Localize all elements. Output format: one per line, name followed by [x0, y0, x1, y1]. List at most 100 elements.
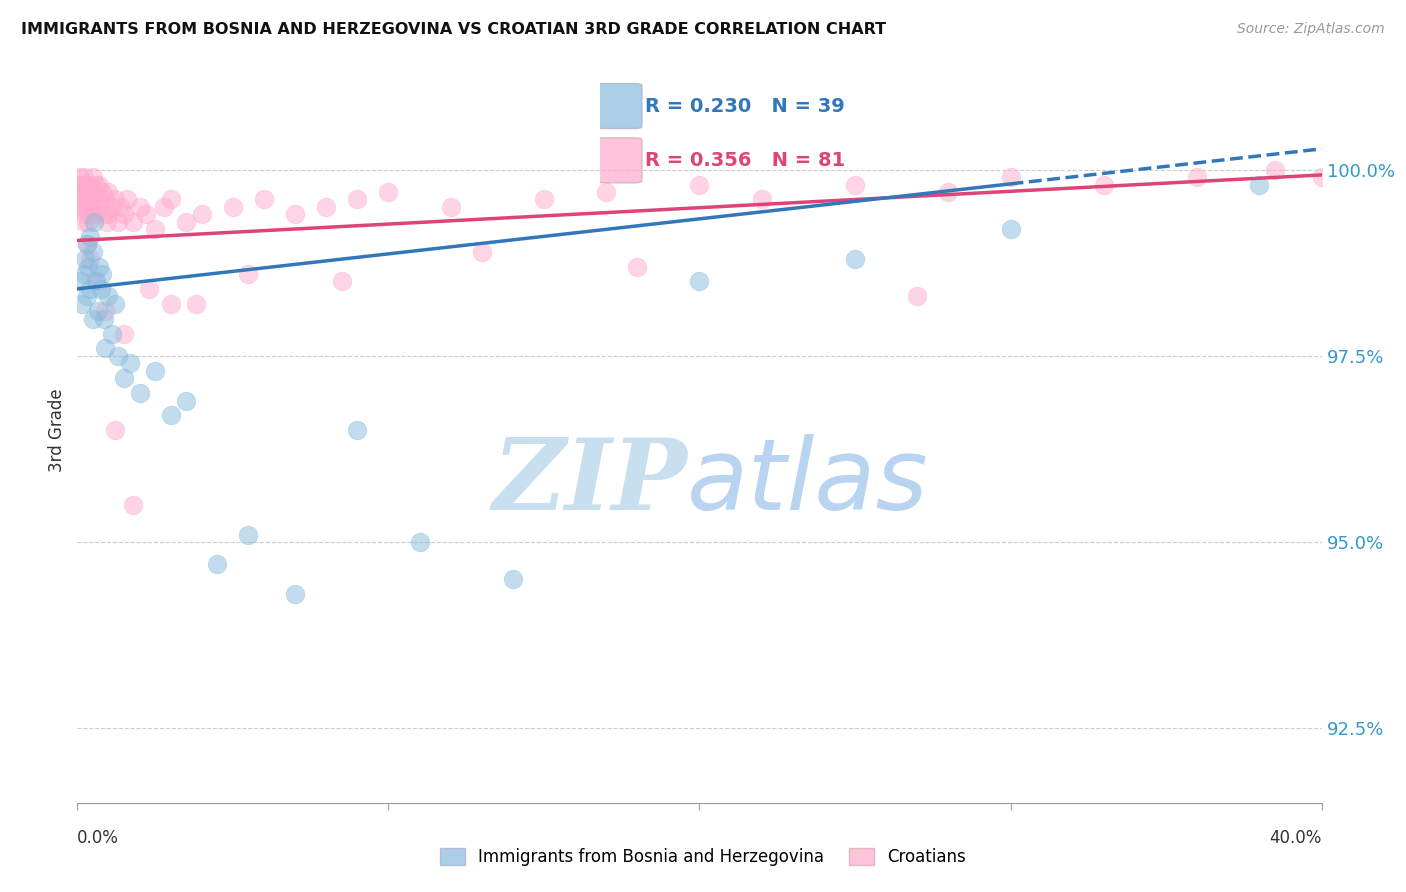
Point [93, 311, 115, 326]
Point [112, 207, 135, 221]
Point [1249, 178, 1271, 192]
Point [69, 193, 91, 207]
Point [67, 178, 90, 192]
Point [1000, 222, 1022, 236]
Point [70, 200, 93, 214]
Point [93, 207, 115, 221]
Point [253, 193, 276, 207]
Point [72, 193, 94, 207]
Point [100, 326, 122, 341]
Point [1310, 170, 1333, 185]
Point [79, 282, 101, 296]
Point [76, 178, 98, 192]
Point [82, 244, 104, 259]
Point [207, 558, 229, 572]
Point [938, 185, 960, 199]
Point [70, 178, 93, 192]
Point [67, 178, 90, 192]
Point [91, 185, 114, 199]
Point [77, 215, 100, 229]
Point [1187, 170, 1209, 185]
Point [69, 170, 91, 185]
Point [96, 215, 118, 229]
Point [75, 207, 97, 221]
Point [128, 386, 150, 401]
Point [77, 185, 100, 199]
Point [75, 185, 97, 199]
Point [83, 185, 105, 199]
Point [82, 170, 104, 185]
Point [533, 193, 555, 207]
Point [238, 267, 260, 281]
Point [112, 326, 135, 341]
Point [315, 200, 337, 214]
FancyBboxPatch shape [596, 137, 643, 183]
Point [284, 587, 307, 601]
Point [86, 193, 108, 207]
Point [80, 193, 103, 207]
Point [107, 215, 129, 229]
Point [1264, 162, 1286, 177]
Point [330, 275, 353, 289]
Point [72, 267, 94, 281]
FancyBboxPatch shape [596, 84, 643, 128]
Point [1000, 170, 1022, 185]
Point [844, 178, 866, 192]
Text: 0.0%: 0.0% [77, 829, 120, 847]
Point [1092, 178, 1115, 192]
Point [70, 200, 93, 214]
Point [75, 252, 97, 266]
Point [689, 178, 711, 192]
Point [72, 215, 94, 229]
Point [112, 371, 135, 385]
Point [689, 275, 711, 289]
Text: IMMIGRANTS FROM BOSNIA AND HERZEGOVINA VS CROATIAN 3RD GRADE CORRELATION CHART: IMMIGRANTS FROM BOSNIA AND HERZEGOVINA V… [21, 22, 886, 37]
Point [159, 193, 181, 207]
Point [502, 573, 524, 587]
Point [153, 200, 176, 214]
Point [143, 364, 166, 378]
Point [94, 193, 117, 207]
Point [346, 424, 368, 438]
Point [79, 207, 101, 221]
Text: ZIP: ZIP [492, 434, 688, 531]
Point [76, 237, 98, 252]
Point [408, 535, 430, 549]
Point [107, 349, 129, 363]
Point [159, 297, 181, 311]
Point [87, 260, 110, 274]
Point [90, 282, 112, 296]
Point [94, 304, 117, 318]
Point [595, 185, 617, 199]
Point [284, 207, 307, 221]
Text: R = 0.356   N = 81: R = 0.356 N = 81 [645, 151, 845, 169]
Text: R = 0.230   N = 39: R = 0.230 N = 39 [645, 96, 845, 116]
Point [138, 282, 160, 296]
Point [120, 356, 142, 370]
Point [104, 193, 127, 207]
Point [91, 267, 114, 281]
Point [100, 200, 122, 214]
Point [440, 200, 463, 214]
Point [159, 409, 181, 423]
Point [90, 200, 112, 214]
Point [115, 193, 138, 207]
Point [471, 244, 494, 259]
Point [86, 304, 108, 318]
Point [82, 311, 104, 326]
Point [97, 207, 120, 221]
Point [84, 178, 107, 192]
Point [346, 193, 368, 207]
Point [79, 229, 101, 244]
Point [76, 289, 98, 303]
Point [626, 260, 648, 274]
Point [72, 170, 94, 185]
Point [174, 215, 197, 229]
Point [377, 185, 399, 199]
Point [69, 185, 91, 199]
Point [110, 200, 132, 214]
Point [174, 393, 197, 408]
Point [104, 297, 127, 311]
Point [751, 193, 773, 207]
Point [76, 237, 98, 252]
